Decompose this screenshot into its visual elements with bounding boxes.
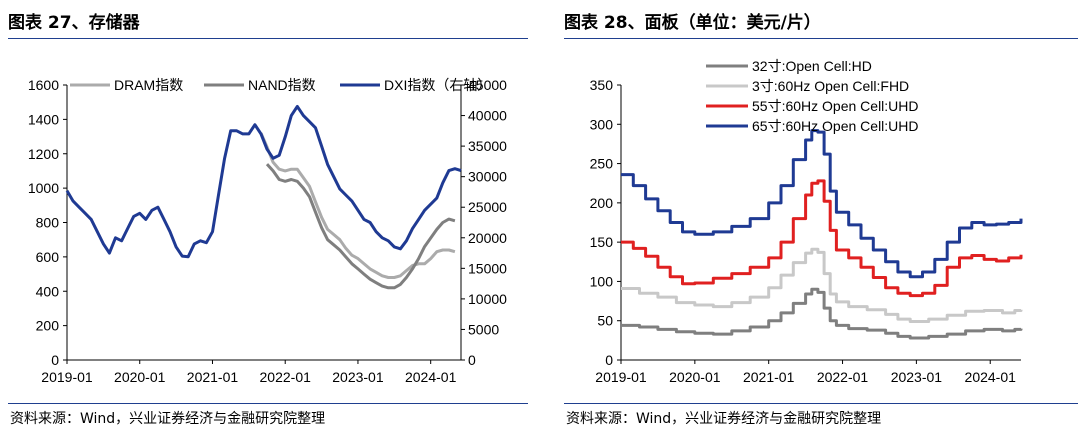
- y-tick-label: 200: [36, 318, 60, 334]
- series-line-65-60hz-open-cell-uhd: [621, 129, 1023, 279]
- display-panel-line-chart: 0 50 100 150 200 250 300 350 2019-01 2020-01 2021-…: [590, 58, 1023, 385]
- legend-label: 32寸:Open Cell:HD: [752, 58, 872, 74]
- y-tick-label: 600: [36, 249, 60, 265]
- x-tick-label: 2024-01: [405, 369, 457, 385]
- y-tick-label: 100: [590, 273, 614, 289]
- y-tick-label: 350: [590, 77, 614, 93]
- y-right-tick-label: 25000: [468, 199, 507, 215]
- title-rule: [564, 38, 1078, 39]
- y-tick-label: 200: [590, 195, 614, 211]
- y-tick-label: 1400: [28, 111, 59, 127]
- source-rule: [8, 403, 528, 404]
- series-line-nand: [265, 163, 456, 290]
- y-tick-label: 0: [605, 352, 613, 368]
- y-right-tick-label: 30000: [468, 169, 507, 185]
- x-tick-label: 2021-01: [187, 369, 239, 385]
- series-line-3-60hz-open-cell-fhd: [621, 247, 1023, 323]
- x-tick-label: 2024-01: [965, 369, 1017, 385]
- x-tick-label: 2019-01: [595, 369, 647, 385]
- y-tick-label: 800: [36, 215, 60, 231]
- chart-panel-display: 图表 28、面板（单位：美元/片） 0 50 100 150 200 250 300 350 2…: [556, 0, 1080, 438]
- y-right-tick-label: 40000: [468, 108, 507, 124]
- series-line-55-60hz-open-cell-uhd: [621, 179, 1023, 298]
- y-tick-label: 1000: [28, 180, 59, 196]
- series-line-dxi: [65, 104, 462, 259]
- y-right-tick-label: 0: [468, 352, 476, 368]
- y-tick-label: 1600: [28, 77, 59, 93]
- x-tick-label: 2023-01: [332, 369, 384, 385]
- series-line-32-open-cell-hd: [621, 287, 1023, 340]
- y-tick-label: 300: [590, 116, 614, 132]
- y-right-tick-label: 35000: [468, 138, 507, 154]
- y-tick-label: 1200: [28, 146, 59, 162]
- source-note: 资料来源：Wind，兴业证券经济与金融研究院整理: [566, 411, 882, 427]
- legend-label: 55寸:60Hz Open Cell:UHD: [752, 98, 919, 114]
- x-tick-label: 2019-01: [41, 369, 93, 385]
- y-tick-label: 0: [51, 352, 59, 368]
- y-tick-label: 150: [590, 234, 614, 250]
- x-tick-label: 2023-01: [891, 369, 943, 385]
- y-tick-label: 400: [36, 283, 60, 299]
- series-line-dram: [259, 132, 456, 279]
- y-right-tick-label: 10000: [468, 291, 507, 307]
- y-tick-label: 250: [590, 156, 614, 172]
- y-right-tick-label: 5000: [468, 321, 499, 337]
- y-right-tick-label: 45000: [468, 77, 507, 93]
- x-tick-label: 2021-01: [743, 369, 795, 385]
- x-tick-label: 2022-01: [817, 369, 869, 385]
- y-tick-label: 50: [597, 313, 613, 329]
- source-rule: [564, 403, 1078, 404]
- y-right-tick-label: 15000: [468, 260, 507, 276]
- chart-panel-memory: 图表 27、存储器 0 200 400 600 800 1000 1200 1400 1600 0…: [0, 0, 530, 438]
- x-tick-label: 2020-01: [669, 369, 721, 385]
- legend-label: NAND指数: [248, 77, 316, 93]
- title-rule: [8, 38, 528, 39]
- y-right-tick-label: 20000: [468, 230, 507, 246]
- source-note: 资料来源：Wind，兴业证券经济与金融研究院整理: [10, 411, 326, 427]
- chart-title: 图表 28、面板（单位：美元/片）: [564, 13, 821, 33]
- legend-label: DRAM指数: [114, 77, 183, 93]
- legend-label: 65寸:60Hz Open Cell:UHD: [752, 118, 919, 134]
- x-tick-label: 2020-01: [114, 369, 166, 385]
- legend-label: 3寸:60Hz Open Cell:FHD: [752, 78, 909, 94]
- legend-label: DXI指数（右轴）: [384, 77, 491, 93]
- memory-line-chart: 0 200 400 600 800 1000 1200 1400 1600 0 5000 10000 1…: [28, 77, 507, 385]
- x-tick-label: 2022-01: [260, 369, 312, 385]
- chart-title: 图表 27、存储器: [8, 13, 140, 33]
